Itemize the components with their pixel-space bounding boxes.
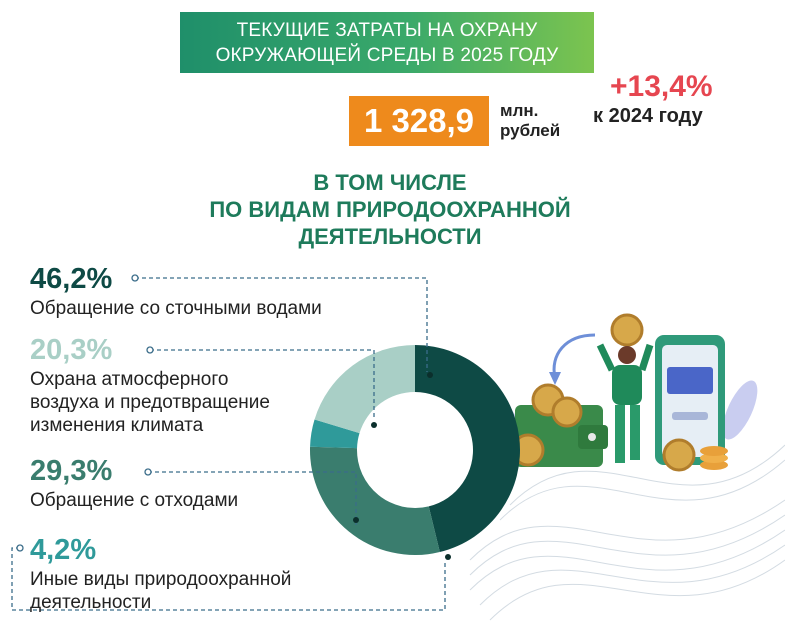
category-label-4-1: Иные виды природоохранной [30, 569, 291, 590]
leader-dot-4 [16, 544, 24, 552]
donut-slice-3 [310, 446, 440, 555]
total-value: 1 328,9 [349, 96, 489, 146]
unit-line-2: рублей [500, 121, 561, 140]
slice-dot-1 [427, 372, 433, 378]
subtitle-line-1: В ТОМ ЧИСЛЕ [313, 170, 467, 195]
section-subtitle: В ТОМ ЧИСЛЕ ПО ВИДАМ ПРИРОДООХРАННОЙ ДЕЯ… [160, 169, 620, 250]
category-label-3-1: Обращение с отходами [30, 490, 238, 511]
data-label-pct-1: 46,2% [30, 263, 112, 295]
slice-dot-3 [353, 517, 359, 523]
data-label-pct-4: 4,2% [30, 534, 96, 566]
arrow-icon [552, 333, 596, 379]
leader-dot-3 [144, 468, 152, 476]
category-label-2-2: воздуха и предотвращение [30, 392, 270, 413]
donut-slice-2 [314, 345, 415, 434]
coin-icon [511, 313, 728, 472]
donut-slice-4 [310, 419, 360, 449]
donut-slice-1 [415, 345, 521, 553]
category-label-2-3: изменения климата [30, 415, 204, 436]
growth-value: +13,4% [610, 70, 713, 103]
category-label-1-1: Обращение со сточными водами [30, 298, 322, 319]
subtitle-line-3: ДЕЯТЕЛЬНОСТИ [298, 224, 482, 249]
growth-label: к 2024 году [593, 105, 703, 127]
unit-line-1: млн. [500, 101, 539, 120]
category-label-2-1: Охрана атмосферного [30, 369, 228, 390]
leader-line-2 [150, 349, 375, 420]
title-line-1: ТЕКУЩИЕ ЗАТРАТЫ НА ОХРАНУ [236, 20, 538, 41]
leader-dot-1 [131, 274, 139, 282]
data-label-pct-2: 20,3% [30, 334, 112, 366]
category-label-4-2: деятельности [30, 592, 151, 613]
title-banner: ТЕКУЩИЕ ЗАТРАТЫ НА ОХРАНУ ОКРУЖАЮЩЕЙ СРЕ… [180, 12, 594, 73]
subtitle-line-2: ПО ВИДАМ ПРИРОДООХРАННОЙ [209, 197, 571, 222]
leader-line-4 [11, 547, 446, 611]
leader-dot-2 [146, 346, 154, 354]
title-line-2: ОКРУЖАЮЩЕЙ СРЕДЫ В 2025 ГОДУ [215, 45, 559, 66]
slice-dot-4 [445, 554, 451, 560]
total-unit: млн. рублей [500, 101, 580, 141]
data-label-pct-3: 29,3% [30, 455, 112, 487]
slice-dot-2 [371, 422, 377, 428]
wave-lines [469, 444, 785, 621]
person-icon [596, 343, 654, 463]
smartphone-icon [655, 335, 725, 465]
